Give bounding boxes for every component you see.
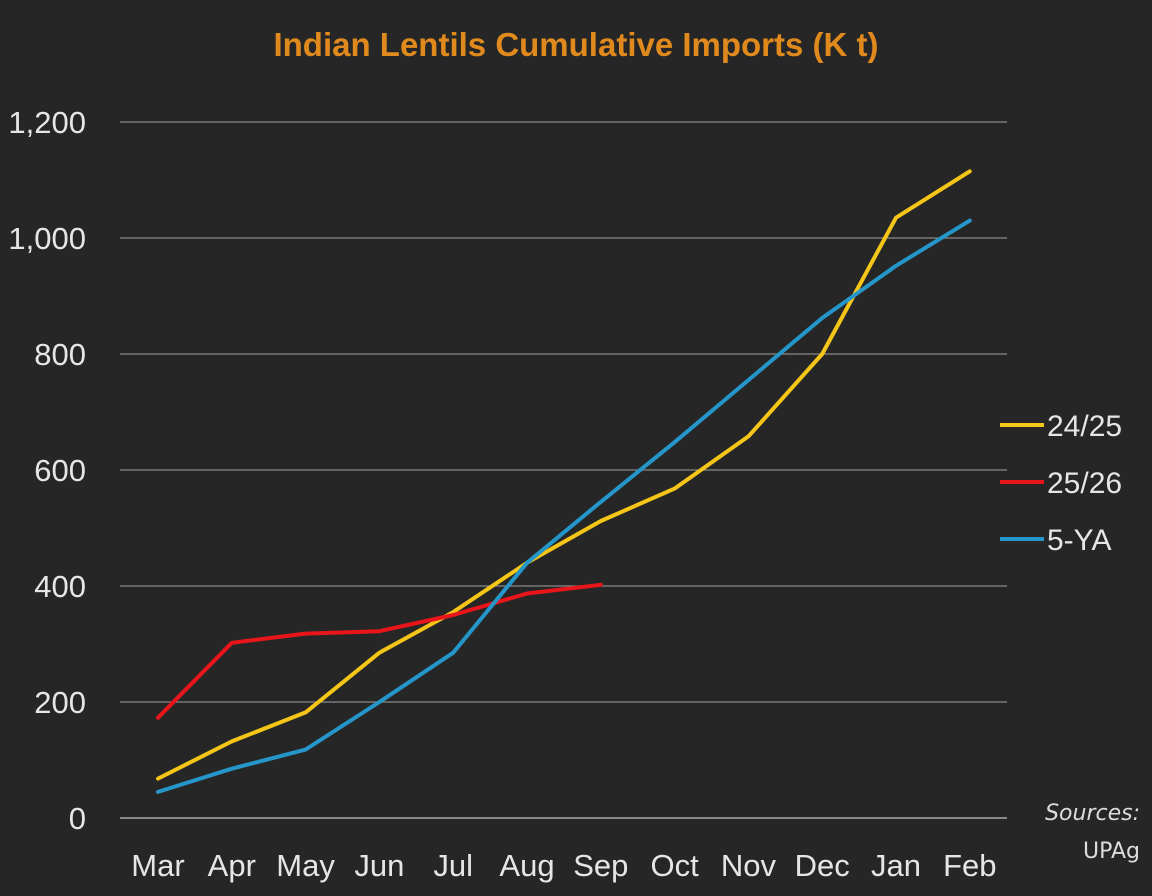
legend-label: 24/25 <box>1047 410 1122 443</box>
x-tick-label: Dec <box>795 848 850 883</box>
x-tick-label: May <box>276 848 335 883</box>
legend-item: 24/25 <box>1000 410 1122 443</box>
series-lines <box>156 169 972 794</box>
x-tick-label: Jul <box>433 848 473 883</box>
x-tick-label: Nov <box>721 848 777 883</box>
y-tick-label: 600 <box>34 453 86 488</box>
source-label: Sources: <box>1045 801 1140 826</box>
source-note: Sources: UPAg <box>1045 801 1140 864</box>
chart-title: Indian Lentils Cumulative Imports (K t) <box>273 26 878 63</box>
x-tick-label: Oct <box>650 848 699 883</box>
legend-label: 5-YA <box>1047 524 1111 557</box>
y-tick-label: 1,000 <box>8 221 86 256</box>
y-tick-label: 400 <box>34 569 86 604</box>
source-name: UPAg <box>1083 839 1140 864</box>
x-axis-ticks: Mar Apr May Jun Jul Aug Sep Oct Nov Dec Jan Feb <box>131 848 996 883</box>
x-tick-label: Mar <box>131 848 184 883</box>
x-tick-label: Feb <box>943 848 996 883</box>
x-tick-label: Aug <box>499 848 554 883</box>
legend-item: 5-YA <box>1000 524 1111 557</box>
gridlines <box>120 121 1007 819</box>
y-tick-label: 800 <box>34 337 86 372</box>
series-line <box>156 169 972 781</box>
y-axis-ticks: 0 200 400 600 800 1,000 1,200 <box>8 105 86 836</box>
series-line <box>156 582 603 720</box>
legend-label: 25/26 <box>1047 467 1122 500</box>
series-line <box>156 218 972 794</box>
legend-item: 25/26 <box>1000 467 1122 500</box>
legend: 24/25 25/26 5-YA <box>1000 410 1122 557</box>
y-tick-label: 1,200 <box>8 105 86 140</box>
x-tick-label: Sep <box>573 848 628 883</box>
y-tick-label: 0 <box>69 801 86 836</box>
x-tick-label: Jan <box>871 848 921 883</box>
x-tick-label: Jun <box>354 848 404 883</box>
x-tick-label: Apr <box>208 848 256 883</box>
y-tick-label: 200 <box>34 685 86 720</box>
